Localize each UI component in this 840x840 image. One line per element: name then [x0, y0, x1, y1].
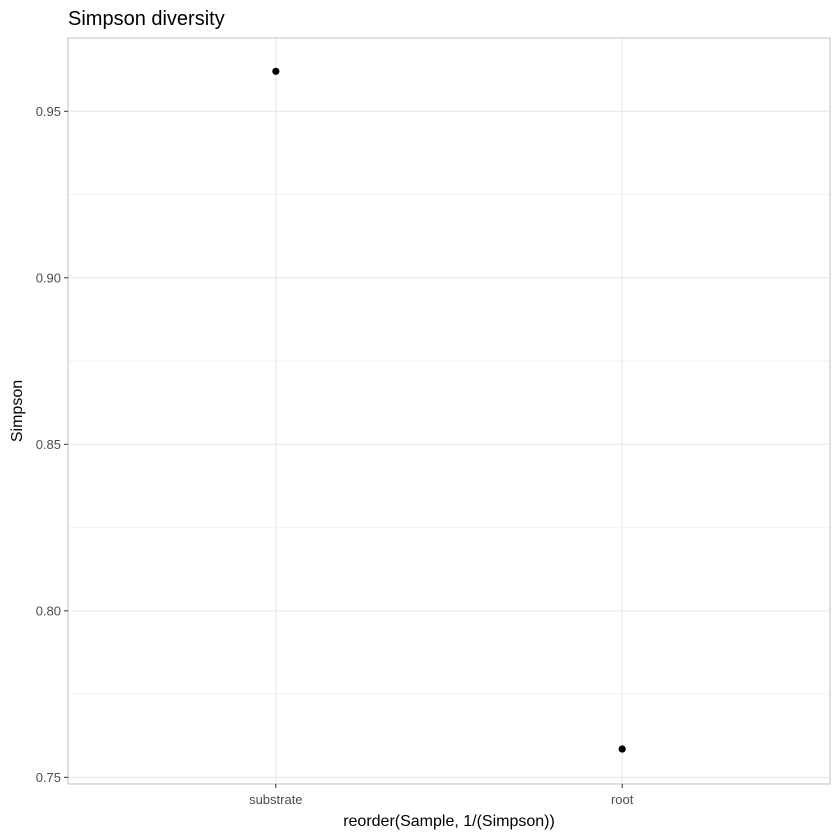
minor-gridlines — [68, 194, 830, 695]
data-point — [272, 67, 280, 75]
x-tick-label: root — [611, 792, 634, 807]
y-tick-label: 0.85 — [36, 437, 61, 452]
panel-border — [67, 37, 831, 785]
x-tick-label: substrate — [249, 792, 302, 807]
y-axis-title: Simpson — [9, 380, 26, 442]
x-axis-ticks: substrate root — [249, 784, 634, 807]
data-points — [272, 67, 626, 753]
data-point — [618, 745, 626, 753]
y-tick-label: 0.80 — [36, 603, 61, 618]
major-gridlines — [68, 38, 830, 784]
y-axis-ticks: 0.75 0.80 0.85 0.90 0.95 — [36, 104, 68, 785]
y-tick-label: 0.75 — [36, 770, 61, 785]
chart-title: Simpson diversity — [68, 8, 225, 30]
x-axis-title: reorder(Sample, 1/(Simpson)) — [343, 813, 555, 830]
y-tick-label: 0.90 — [36, 270, 61, 285]
y-tick-label: 0.95 — [36, 104, 61, 119]
